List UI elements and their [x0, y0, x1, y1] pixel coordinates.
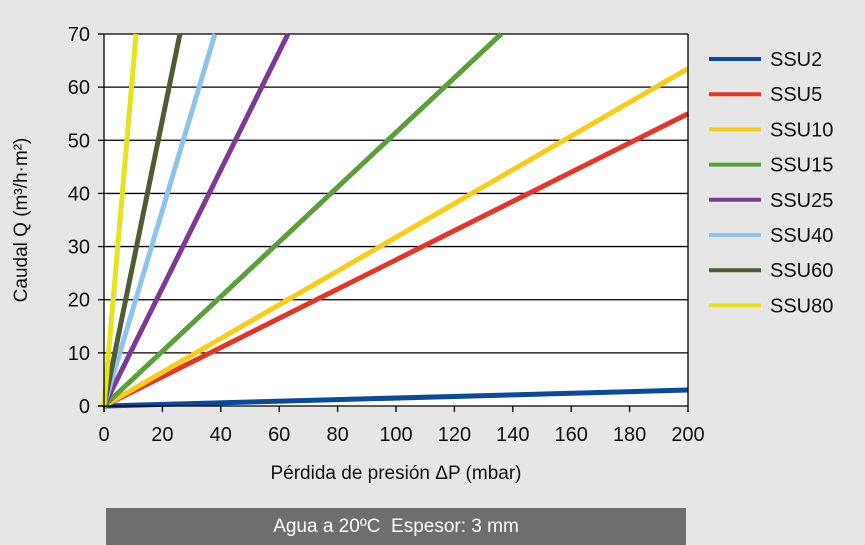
legend: SSU2 SSU5 SSU10 SSU15 SSU25 SSU40 SSU60 SSU80 — [709, 49, 833, 317]
series-line-ssu5 — [102, 111, 690, 409]
legend-label-ssu15: SSU15 — [770, 155, 833, 177]
x-tick-label-60: 60 — [268, 424, 290, 446]
axes — [98, 33, 689, 412]
y-tick-label-30: 30 — [68, 237, 90, 259]
legend-label-ssu10: SSU10 — [770, 119, 833, 141]
series-line-ssu10 — [102, 66, 690, 409]
x-tick-label-160: 160 — [555, 424, 588, 446]
x-tick-labels: 0 20 40 60 80 100 120 140 160 180 200 — [98, 424, 704, 446]
series-line-ssu40 — [101, 33, 218, 407]
legend-label-ssu5: SSU5 — [770, 84, 822, 106]
y-tick-label-20: 20 — [68, 290, 90, 312]
y-tick-label-70: 70 — [68, 24, 90, 46]
x-tick-label-80: 80 — [326, 424, 348, 446]
y-axis-title: Caudal Q (m³/h·m²) — [11, 138, 32, 303]
y-tick-label-0: 0 — [79, 396, 90, 418]
series-lines — [101, 32, 690, 409]
legend-label-ssu80: SSU80 — [770, 295, 833, 317]
x-tick-label-20: 20 — [151, 424, 173, 446]
caption-bar: Agua a 20ºC Espesor: 3 mm — [106, 508, 686, 545]
y-tick-label-40: 40 — [68, 183, 90, 205]
series-line-ssu15 — [102, 32, 503, 408]
y-tick-labels: 0 10 20 30 40 50 60 70 — [68, 24, 90, 418]
legend-label-ssu60: SSU60 — [770, 260, 833, 282]
series-line-ssu2 — [103, 387, 689, 409]
x-tick-label-0: 0 — [98, 424, 109, 446]
grid-lines — [104, 33, 688, 406]
x-tick-label-120: 120 — [438, 424, 471, 446]
x-tick-label-200: 200 — [671, 424, 704, 446]
legend-label-ssu25: SSU25 — [770, 190, 833, 212]
y-tick-label-50: 50 — [68, 130, 90, 152]
plot-area — [104, 34, 688, 406]
x-axis-title: Pérdida de presión ΔP (mbar) — [270, 463, 521, 484]
x-tick-label-100: 100 — [379, 424, 412, 446]
y-tick-label-10: 10 — [68, 343, 90, 365]
y-tick-label-60: 60 — [68, 77, 90, 99]
series-line-ssu25 — [101, 32, 291, 408]
x-tick-label-180: 180 — [613, 424, 646, 446]
flow-pressure-chart: 0 20 40 60 80 100 120 140 160 180 200 0 10 20 30 40 50 6… — [11, 24, 833, 484]
series-line-ssu80 — [101, 33, 139, 407]
series-line-ssu60 — [101, 33, 183, 407]
x-tick-label-140: 140 — [496, 424, 529, 446]
legend-label-ssu2: SSU2 — [770, 49, 822, 71]
legend-label-ssu40: SSU40 — [770, 225, 833, 247]
x-tick-label-40: 40 — [210, 424, 232, 446]
